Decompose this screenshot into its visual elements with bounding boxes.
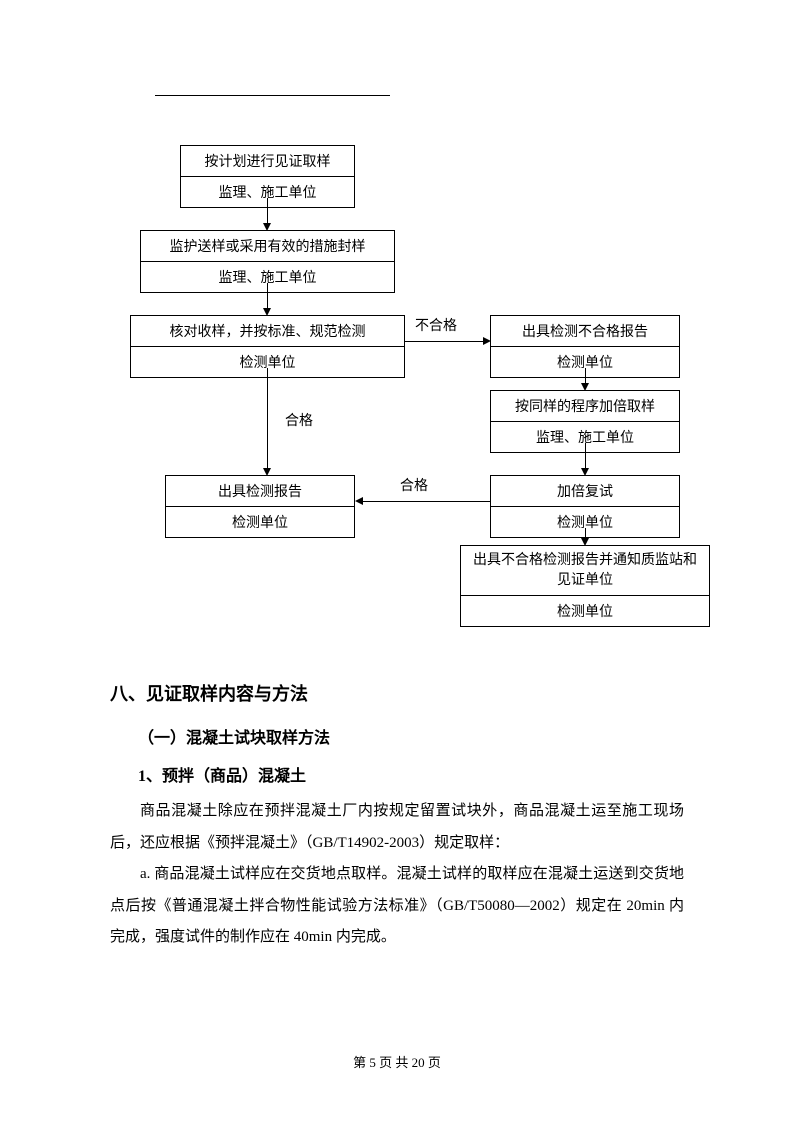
arrow-line bbox=[267, 283, 268, 310]
node5-top: 出具检测不合格报告 bbox=[491, 316, 679, 347]
arrow-line bbox=[267, 198, 268, 225]
node2-top: 监护送样或采用有效的措施封样 bbox=[141, 231, 394, 262]
node6-top: 按同样的程序加倍取样 bbox=[491, 391, 679, 422]
node8-bottom: 检测单位 bbox=[461, 596, 709, 626]
node4-bottom: 检测单位 bbox=[166, 507, 354, 537]
heading-3: 1、预拌（商品）混凝土 bbox=[110, 762, 684, 786]
node7-top: 加倍复试 bbox=[491, 476, 679, 507]
arrow-head bbox=[355, 497, 363, 505]
flowchart-container: 按计划进行见证取样 监理、施工单位 监护送样或采用有效的措施封样 监理、施工单位… bbox=[110, 115, 670, 665]
node8-top: 出具不合格检测报告并通知质监站和见证单位 bbox=[461, 546, 709, 596]
flow-node-4: 出具检测报告 检测单位 bbox=[165, 475, 355, 538]
label-fail: 不合格 bbox=[415, 315, 457, 335]
paragraph-2: a. 商品混凝土试样应在交货地点取样。混凝土试样的取样应在混凝土运送到交货地点后… bbox=[110, 859, 684, 954]
arrow-line bbox=[405, 341, 485, 342]
arrow-line bbox=[585, 443, 586, 470]
arrow-line bbox=[267, 368, 268, 470]
node1-top: 按计划进行见证取样 bbox=[181, 146, 354, 177]
paragraph-1: 商品混凝土除应在预拌混凝土厂内按规定留置试块外，商品混凝土运至施工现场后，还应根… bbox=[110, 796, 684, 859]
page-footer: 第 5 页 共 20 页 bbox=[0, 1052, 794, 1071]
heading-2: （一）混凝土试块取样方法 bbox=[110, 724, 684, 748]
arrow-line bbox=[362, 501, 490, 502]
text-content: 八、见证取样内容与方法 （一）混凝土试块取样方法 1、预拌（商品）混凝土 商品混… bbox=[110, 680, 684, 954]
node4-top: 出具检测报告 bbox=[166, 476, 354, 507]
label-pass: 合格 bbox=[285, 410, 313, 430]
flow-node-8: 出具不合格检测报告并通知质监站和见证单位 检测单位 bbox=[460, 545, 710, 627]
heading-1: 八、见证取样内容与方法 bbox=[110, 680, 684, 706]
horizontal-rule bbox=[155, 95, 390, 96]
label-pass2: 合格 bbox=[400, 475, 428, 495]
node3-top: 核对收样，并按标准、规范检测 bbox=[131, 316, 404, 347]
